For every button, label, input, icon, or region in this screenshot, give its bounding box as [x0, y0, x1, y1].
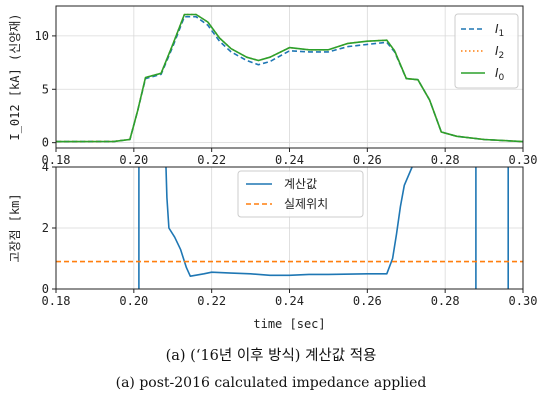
y-tick-label: 4: [42, 160, 49, 174]
legend-top: I1 I2 I0: [454, 13, 519, 89]
x-tick-label: 0.30: [509, 153, 538, 167]
x-tick-label: 0.24: [275, 153, 304, 167]
x-tick-label: 0.30: [509, 294, 538, 308]
y-tick-label: 2: [42, 221, 49, 235]
x-tick-label: 0.20: [119, 294, 148, 308]
series-line-2: [56, 13, 523, 143]
x-tick-label: 0.22: [197, 294, 226, 308]
legend-label: 실제위치: [284, 197, 328, 211]
fault-location-plot: 0.18 0.20 0.22 0.24 0.26 0.28 0.30 0 2 4 고장점 [km]…: [8, 160, 538, 331]
legend-label: 계산값: [284, 177, 317, 191]
series-line-0-seg-1: [165, 167, 413, 278]
series-bottom: [56, 167, 523, 289]
y-axis-label-bottom: 고장점 [km]: [8, 193, 22, 262]
x-tick-label: 0.26: [353, 153, 382, 167]
x-tick-label: 0.18: [42, 153, 71, 167]
caption-english: (a) post-2016 calculated impedance appli…: [115, 375, 427, 391]
legend-label: I2: [495, 44, 504, 61]
y-tick-label: 0: [42, 136, 49, 150]
series-top: [56, 13, 523, 143]
x-tick-label: 0.24: [275, 294, 304, 308]
x-tick-label: 0.28: [431, 294, 460, 308]
ticks-top: 0.18 0.20 0.22 0.24 0.26 0.28 0.30 0 5 10: [35, 29, 538, 167]
x-tick-label: 0.18: [42, 294, 71, 308]
x-tick-label: 0.22: [197, 153, 226, 167]
y-tick-label: 5: [42, 82, 49, 96]
current-plot: 0.18 0.20 0.22 0.24 0.26 0.28 0.30 0 5 10 I_012 […: [8, 5, 538, 167]
legend-label: I1: [495, 22, 504, 39]
grid-top: [55, 6, 524, 148]
y-tick-label: 10: [35, 29, 49, 43]
caption-korean: (a) (‘16년 이후 방식) 계산값 적용: [165, 348, 377, 364]
y-tick-label: 0: [42, 282, 49, 296]
legend-box: [237, 170, 364, 218]
x-tick-label: 0.26: [353, 294, 382, 308]
x-axis-label: time [sec]: [253, 317, 325, 331]
legend-label: I0: [495, 66, 505, 83]
x-tick-label: 0.28: [431, 153, 460, 167]
x-tick-label: 0.20: [119, 153, 148, 167]
ticks-bottom: 0.18 0.20 0.22 0.24 0.26 0.28 0.30 0 2 4: [42, 160, 538, 308]
y-axis-label-top: I_012 [kA] (신양재): [8, 13, 22, 140]
legend-box: [454, 13, 519, 89]
